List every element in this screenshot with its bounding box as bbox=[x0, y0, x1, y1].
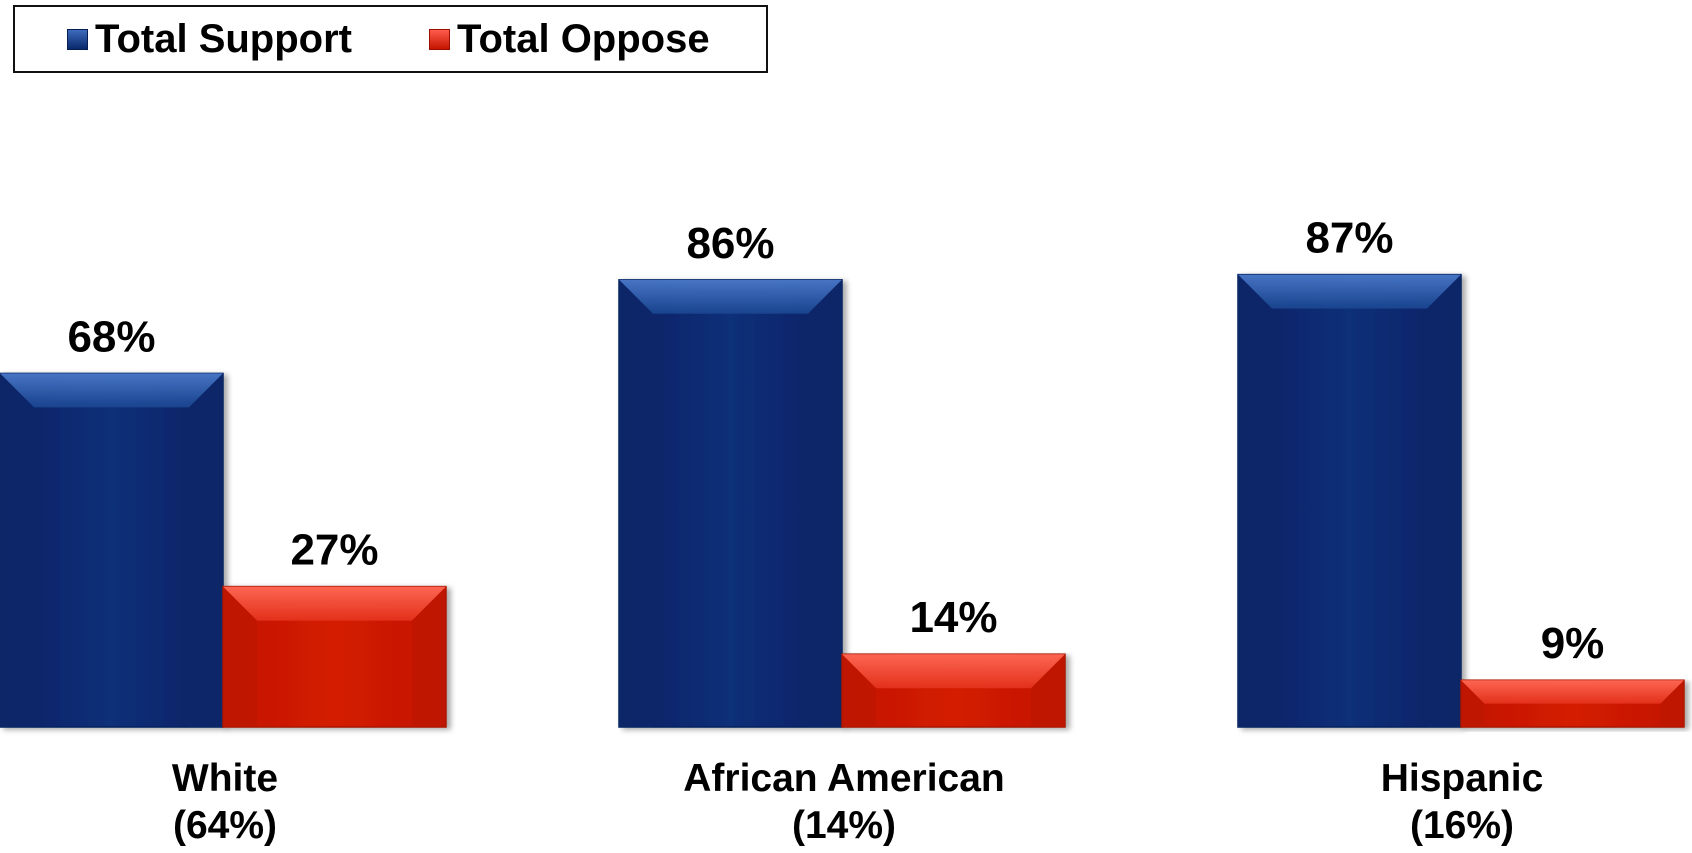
bar-oppose-hispanic-bevel-top bbox=[1461, 680, 1684, 704]
bar-support-white bbox=[0, 372, 224, 728]
category-name: Hispanic bbox=[1380, 757, 1544, 800]
bar-support-white-bevel-top bbox=[0, 373, 223, 408]
legend-swatch-oppose bbox=[429, 28, 450, 50]
bar-oppose-white-bevel-left bbox=[223, 586, 257, 727]
bar-support-african-american-body bbox=[618, 279, 843, 728]
bar-oppose-african-american-bevel-top bbox=[842, 654, 1065, 689]
category-share: (16%) bbox=[1409, 804, 1515, 847]
bar-oppose-african-american-bevel-right bbox=[1031, 654, 1065, 727]
category-share: (14%) bbox=[791, 804, 897, 847]
data-label-support-hispanic: 87% bbox=[1305, 214, 1393, 263]
bar-support-white-bevel-right bbox=[189, 373, 223, 727]
category-label-hispanic: Hispanic (16%) bbox=[1362, 755, 1562, 849]
bar-support-hispanic-body bbox=[1237, 273, 1462, 728]
bar-oppose-hispanic-bevel-left bbox=[1461, 680, 1485, 727]
bar-oppose-hispanic bbox=[1460, 679, 1685, 728]
data-label-oppose-white: 27% bbox=[290, 526, 378, 575]
bar-support-african-american-bevel-right bbox=[808, 279, 842, 727]
bar-support-african-american-bevel-top bbox=[619, 279, 842, 314]
bar-oppose-african-american bbox=[841, 653, 1066, 728]
bars-layer bbox=[0, 273, 1685, 728]
bar-oppose-white-bevel-right bbox=[412, 586, 446, 727]
category-label-african-american: African American (14%) bbox=[644, 755, 1044, 849]
bar-oppose-white bbox=[222, 585, 447, 728]
bar-support-white-bevel-left bbox=[0, 373, 34, 727]
bar-support-african-american-bevel-left bbox=[619, 279, 653, 727]
data-label-oppose-hispanic: 9% bbox=[1541, 619, 1605, 668]
bar-support-african-american bbox=[618, 279, 843, 728]
category-share: (64%) bbox=[172, 804, 278, 847]
legend-label-oppose: Total Oppose bbox=[457, 16, 710, 61]
category-name: African American bbox=[683, 757, 1005, 800]
legend: Total Support Total Oppose bbox=[13, 5, 768, 73]
data-labels-layer: 68% 86% 87% 27% 14% 9% bbox=[67, 214, 1604, 669]
data-label-oppose-african-american: 14% bbox=[909, 593, 997, 642]
bar-oppose-hispanic-bevel-right bbox=[1660, 680, 1684, 727]
bar-support-hispanic-bevel-top bbox=[1238, 274, 1461, 309]
bar-support-hispanic bbox=[1237, 273, 1462, 728]
bar-support-hispanic-bevel-left bbox=[1238, 274, 1272, 727]
bar-support-white-body bbox=[0, 372, 224, 728]
bar-oppose-white-bevel-top bbox=[223, 586, 446, 621]
category-label-white: White (64%) bbox=[125, 755, 325, 849]
legend-item-total-oppose: Total Oppose bbox=[429, 17, 710, 61]
legend-item-total-support: Total Support bbox=[67, 17, 352, 61]
bar-oppose-african-american-bevel-left bbox=[842, 654, 876, 727]
legend-swatch-support bbox=[67, 28, 88, 50]
legend-label-support: Total Support bbox=[95, 16, 352, 61]
data-label-support-african-american: 86% bbox=[686, 219, 774, 268]
data-label-support-white: 68% bbox=[67, 312, 155, 361]
category-name: White bbox=[171, 757, 279, 800]
bar-support-hispanic-bevel-right bbox=[1427, 274, 1461, 727]
